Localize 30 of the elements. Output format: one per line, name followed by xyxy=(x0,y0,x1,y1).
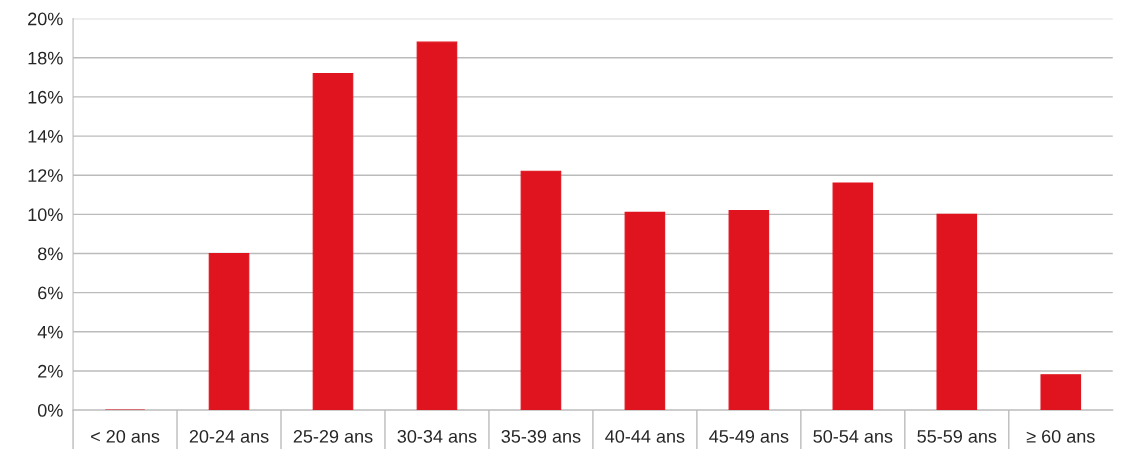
bar xyxy=(208,252,250,411)
y-tick-label: 14% xyxy=(28,130,63,143)
x-tick-label: 30-34 ans xyxy=(397,430,477,443)
y-tick-label: 0% xyxy=(37,404,63,417)
y-tick-label: 16% xyxy=(28,90,63,104)
x-tick-label: 55-59 ans xyxy=(917,430,997,443)
x-tick-label: 40-44 ans xyxy=(605,430,685,443)
y-tick-label: 20% xyxy=(28,12,63,26)
x-tick-label: 50-54 ans xyxy=(813,430,893,443)
bar xyxy=(416,41,458,411)
y-tick-label: 12% xyxy=(28,169,63,182)
y-tick-label: 10% xyxy=(28,208,63,222)
y-tick-label: 2% xyxy=(38,364,63,378)
x-tick-label: < 20 ans xyxy=(91,430,160,443)
x-tick-label: ≥ 60 ans xyxy=(1026,430,1095,443)
x-tick-label: 45-49 ans xyxy=(709,430,789,443)
y-tick-label: 18% xyxy=(28,51,63,65)
y-tick-label: 8% xyxy=(38,247,63,261)
y-tick-label: 6% xyxy=(38,286,63,300)
bar xyxy=(1040,374,1082,411)
x-tick-label: 20-24 ans xyxy=(189,430,269,443)
bar xyxy=(832,182,874,411)
bar xyxy=(312,72,354,411)
bar xyxy=(936,213,978,411)
x-tick-label: 25-29 ans xyxy=(293,430,373,443)
bar xyxy=(624,211,666,411)
bar xyxy=(520,170,562,411)
y-tick-label: 4% xyxy=(37,325,63,339)
x-tick-label: 35-39 ans xyxy=(501,430,581,443)
bar xyxy=(728,209,770,411)
